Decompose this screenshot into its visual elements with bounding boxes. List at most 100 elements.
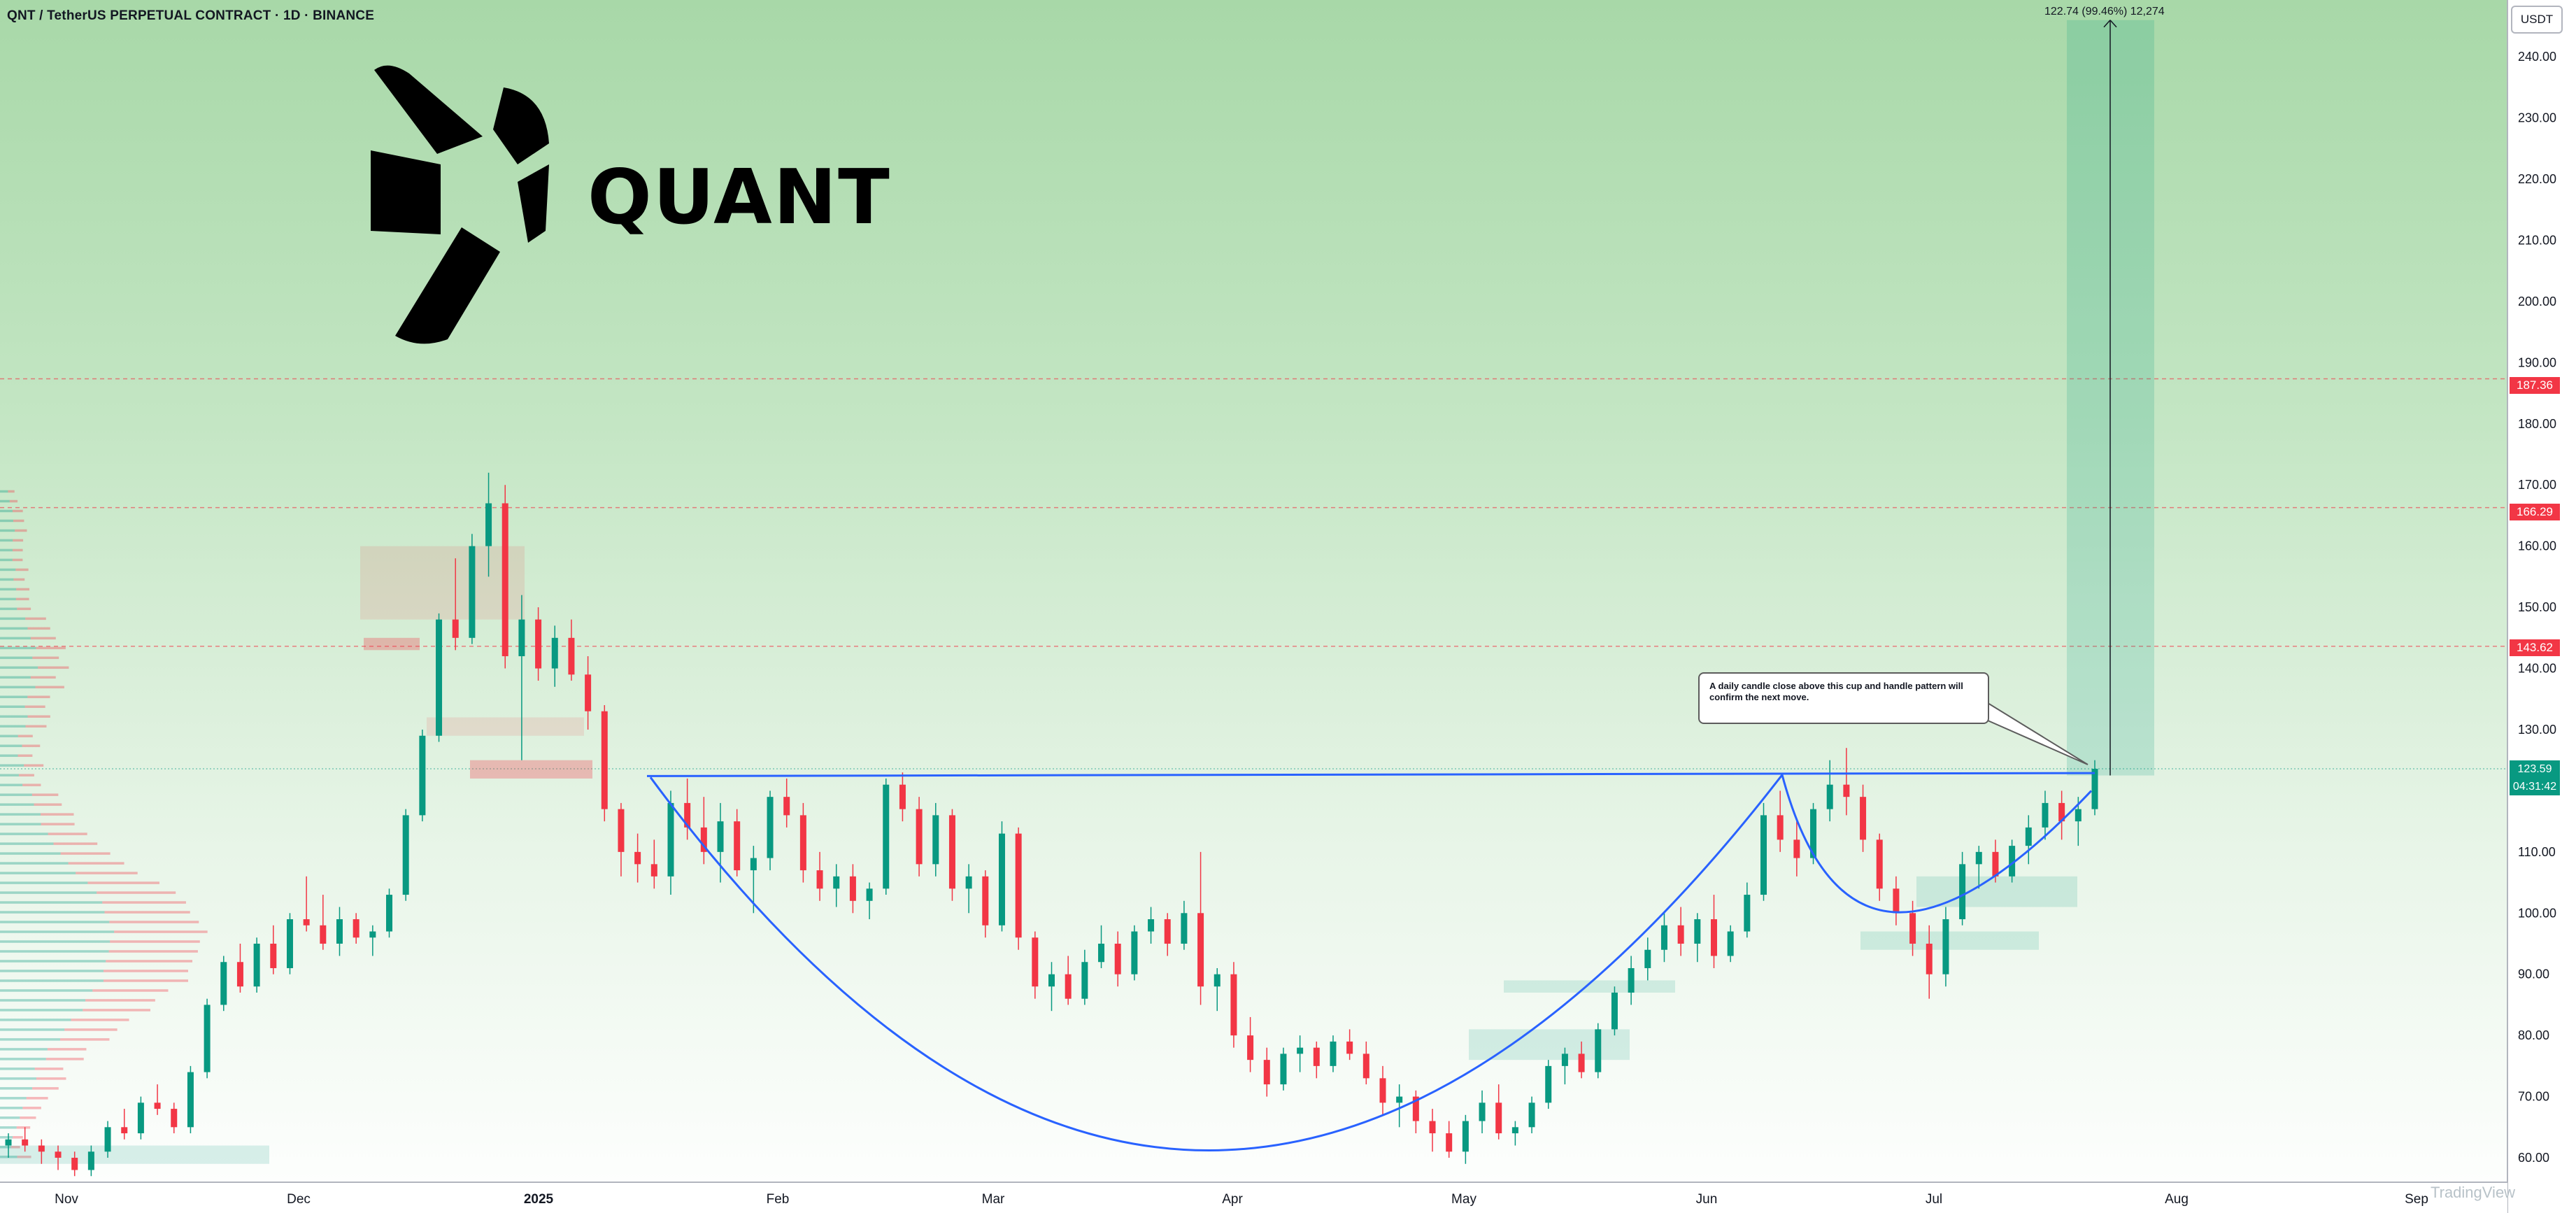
logo-wordmark: QUANT	[588, 154, 891, 241]
currency-selector[interactable]: USDT	[2511, 6, 2563, 34]
volume-profile-bar	[106, 960, 192, 963]
volume-profile-bar	[109, 950, 198, 953]
volume-profile-bar	[26, 725, 47, 728]
candle-body	[1081, 962, 1088, 998]
x-tick-label: 2025	[524, 1192, 554, 1207]
volume-profile-bar	[0, 1087, 32, 1090]
candle-body	[155, 1102, 161, 1109]
candle-body	[982, 877, 988, 925]
candle-body	[1032, 937, 1038, 986]
volume-profile-bar	[0, 901, 102, 904]
candle-body	[320, 925, 326, 944]
candle-body	[71, 1158, 78, 1170]
volume-profile-bar	[0, 803, 34, 806]
volume-profile-bar	[36, 647, 66, 650]
volume-profile-bar	[27, 696, 50, 699]
candle-body	[783, 797, 790, 815]
x-tick-label: Feb	[767, 1192, 790, 1207]
candle-body	[1247, 1035, 1253, 1060]
y-tick-label: 190.00	[2518, 355, 2556, 369]
volume-profile-bar	[17, 608, 31, 611]
x-tick-label: Sep	[2405, 1192, 2428, 1207]
candle-body	[469, 546, 475, 638]
candle-body	[1777, 815, 1784, 839]
candle-body	[204, 1005, 211, 1072]
candle-body	[353, 919, 360, 937]
candle-body	[1346, 1042, 1353, 1054]
volume-profile-bar	[54, 842, 98, 845]
candle-body	[6, 1140, 12, 1146]
candle-countdown: 04:31:42	[2510, 778, 2560, 795]
volume-profile-bar	[64, 1028, 117, 1031]
volume-profile-bar	[22, 783, 41, 786]
volume-profile-bar	[0, 549, 13, 552]
volume-profile-bar	[0, 539, 13, 542]
volume-profile-bar	[0, 783, 22, 786]
candle-body	[369, 932, 376, 938]
candle-body	[254, 944, 260, 986]
candle-body	[1016, 834, 1022, 938]
volume-profile-bar	[0, 872, 76, 874]
volume-profile-bar	[0, 921, 109, 923]
candle-body	[1098, 944, 1104, 962]
candle-body	[1264, 1060, 1270, 1084]
candle-body	[270, 944, 276, 968]
candle-body	[1297, 1048, 1303, 1054]
candle-body	[1728, 932, 1734, 956]
x-tick-label: Jul	[1926, 1192, 1942, 1207]
candle-body	[1595, 1029, 1601, 1072]
volume-profile-bar	[0, 725, 26, 728]
supply-zone	[470, 760, 592, 779]
candle-body	[1611, 993, 1618, 1029]
volume-profile-bar	[0, 842, 54, 845]
volume-profile-bar	[0, 881, 87, 884]
volume-profile-bar	[28, 715, 50, 717]
volume-profile-bar	[41, 813, 73, 816]
supply-zone	[427, 717, 584, 735]
volume-profile-bar	[0, 1028, 64, 1031]
candle-body	[734, 821, 740, 870]
candle-body	[651, 864, 657, 876]
candle-body	[1877, 839, 1883, 888]
x-tick-label: May	[1451, 1192, 1476, 1207]
volume-profile-bar	[83, 1009, 150, 1012]
candle-body	[1976, 852, 1982, 864]
volume-profile-bar	[0, 793, 32, 796]
volume-profile-bar	[0, 1107, 22, 1109]
volume-profile-bar	[15, 569, 28, 572]
volume-profile-bar	[110, 940, 200, 943]
volume-profile-bar	[0, 647, 36, 650]
volume-profile-bar	[0, 715, 28, 717]
volume-profile-bar	[0, 950, 109, 953]
candle-body	[1579, 1054, 1585, 1072]
candle-body	[1942, 919, 1949, 974]
candle-body	[667, 803, 674, 877]
volume-profile-bar	[0, 744, 22, 747]
candle-body	[883, 785, 889, 889]
x-tick-label: Nov	[55, 1192, 78, 1207]
candle-body	[1430, 1121, 1436, 1133]
volume-profile-bar	[92, 989, 168, 992]
candle-body	[1644, 950, 1651, 968]
volume-profile-bar	[0, 1116, 20, 1119]
volume-profile-bar	[0, 764, 24, 767]
chart-title: QNT / TetherUS PERPETUAL CONTRACT · 1D ·…	[7, 8, 374, 24]
candle-body	[1048, 974, 1055, 986]
candle-body	[1463, 1121, 1469, 1152]
candle-body	[38, 1146, 45, 1152]
annotation-callout[interactable]: A daily candle close above this cup and …	[1698, 672, 1989, 724]
candle-body	[453, 620, 459, 638]
volume-profile-bar	[0, 823, 41, 825]
candle-body	[932, 815, 939, 864]
candle-body	[1148, 919, 1154, 931]
candle-body	[1893, 888, 1899, 913]
y-tick-label: 90.00	[2518, 967, 2549, 981]
measure-label: 122.74 (99.46%) 12,274	[2044, 6, 2165, 18]
volume-profile-bar	[13, 1136, 23, 1139]
candle-body	[1827, 785, 1833, 809]
candle-body	[634, 852, 641, 864]
volume-profile-bar	[0, 1067, 35, 1070]
candle-body	[1495, 1102, 1502, 1133]
volume-profile-bar	[0, 911, 104, 914]
candle-body	[1330, 1042, 1336, 1066]
